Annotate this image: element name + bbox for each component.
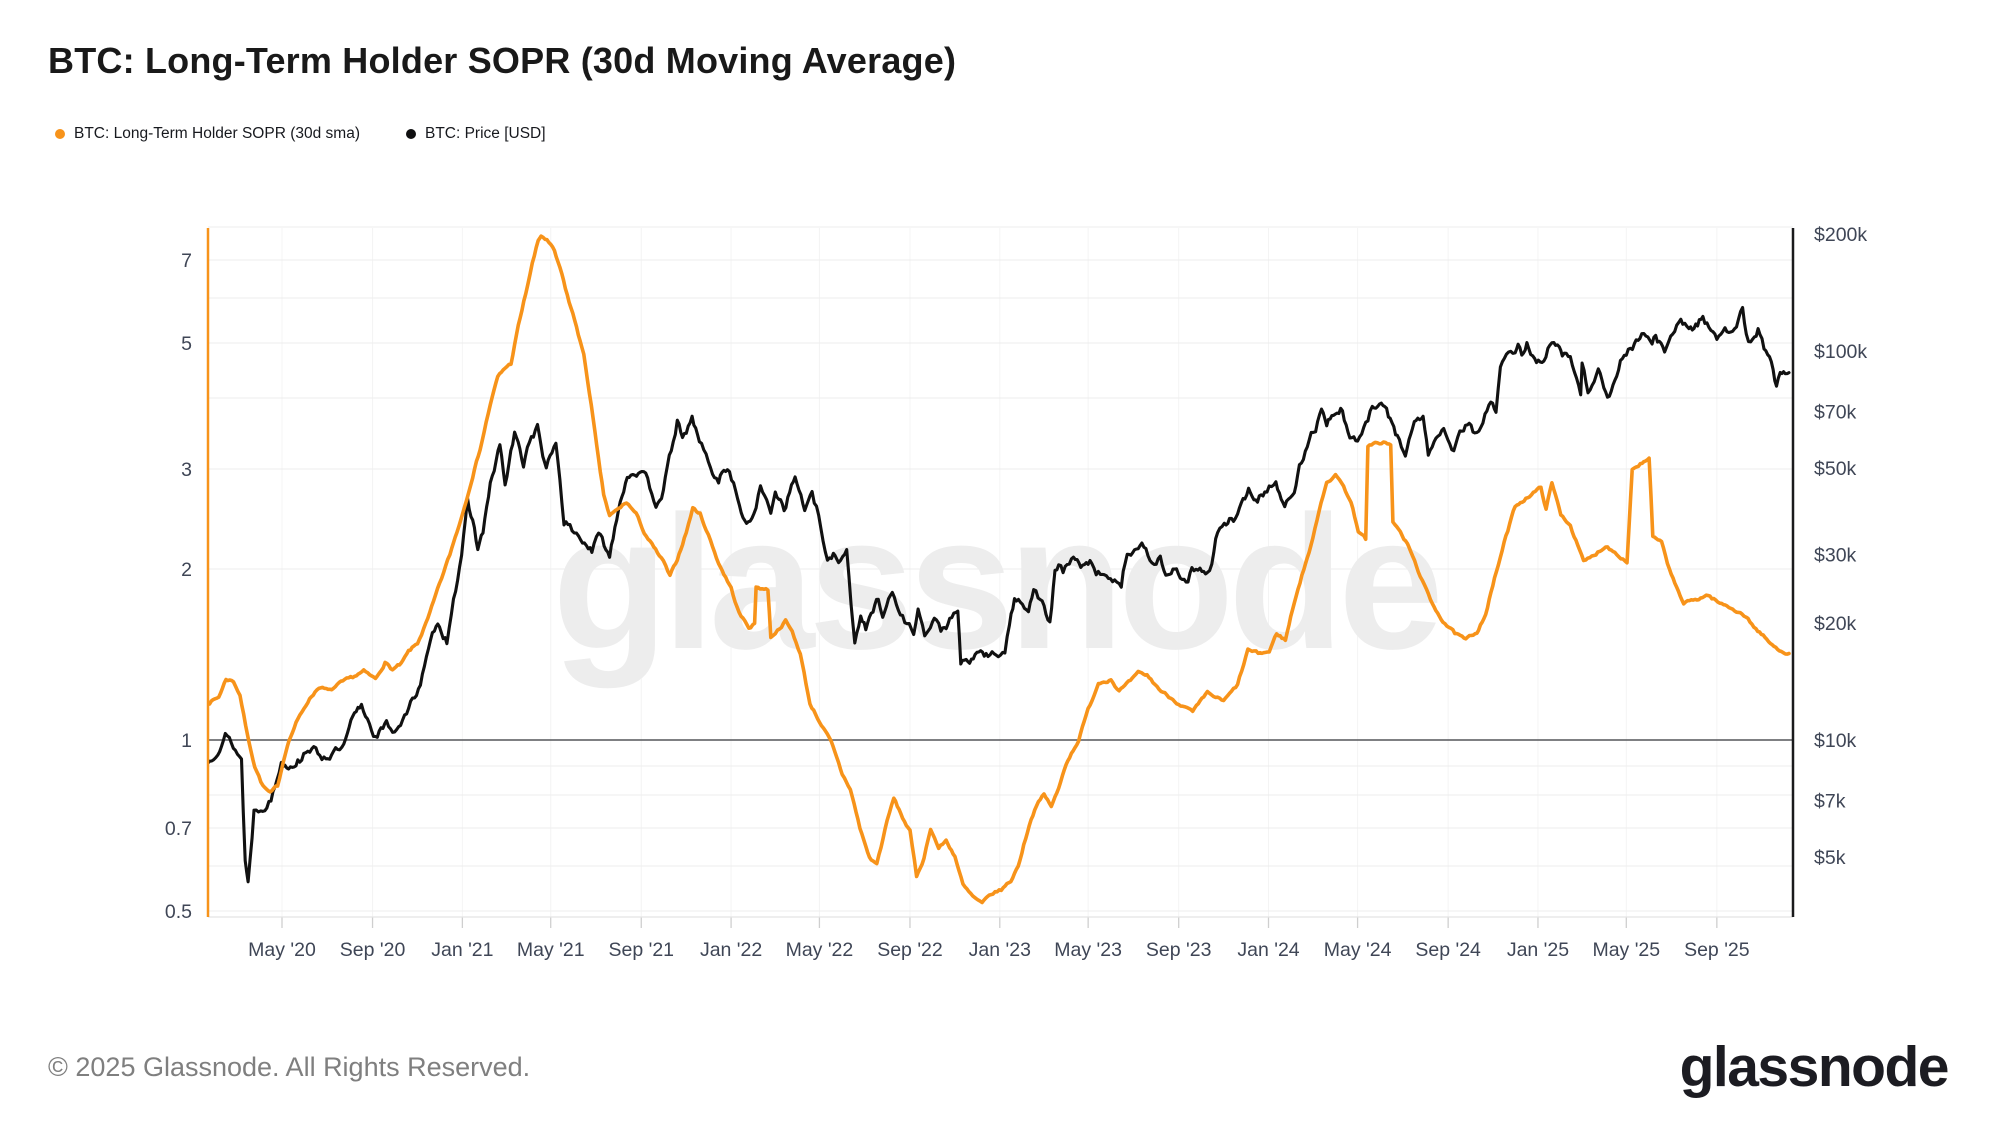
glassnode-watermark: glassnode: [552, 477, 1438, 689]
x-tick-label: May '21: [517, 939, 585, 961]
y-left-tick-label: 2: [181, 559, 192, 581]
y-right-tick-label: $100k: [1814, 341, 1867, 363]
y-left-tick-label: 5: [181, 333, 192, 355]
y-left-tick-label: 7: [181, 250, 192, 272]
legend-marker-price-icon: [405, 129, 416, 139]
glassnode-logo: glassnode: [1679, 1035, 1950, 1099]
y-left-tick-label: 3: [181, 459, 192, 481]
y-left-tick-label: 0.5: [165, 901, 192, 923]
x-tick-label: Sep '22: [877, 939, 943, 961]
y-right-tick-label: $30k: [1814, 544, 1857, 566]
x-tick-label: May '24: [1324, 939, 1392, 961]
x-tick-label: Sep '24: [1415, 939, 1481, 961]
x-tick-label: Sep '25: [1684, 939, 1750, 961]
legend-label-sopr: BTC: Long-Term Holder SOPR (30d sma): [74, 125, 360, 142]
x-tick-label: May '20: [248, 939, 316, 961]
x-tick-label: Sep '21: [609, 939, 675, 961]
y-right-tick-label: $200k: [1814, 224, 1867, 246]
y-right-tick-label: $70k: [1814, 401, 1857, 423]
legend-item-price[interactable]: BTC: Price [USD]: [405, 125, 546, 143]
x-tick-label: Jan '23: [969, 939, 1031, 961]
x-tick-label: Jan '24: [1237, 939, 1299, 961]
x-tick-label: May '25: [1592, 939, 1660, 961]
y-right-tick-label: $5k: [1814, 847, 1846, 869]
y-right-tick-label: $7k: [1814, 790, 1846, 812]
legend-marker-sopr-icon: [55, 129, 65, 139]
y-right-tick-label: $50k: [1814, 458, 1857, 480]
y-right-tick-label: $20k: [1814, 613, 1857, 635]
y-right-tick-label: $10k: [1814, 730, 1857, 752]
sopr-line[interactable]: [208, 234, 1791, 905]
x-tick-label: Sep '20: [340, 939, 406, 961]
legend-label-price: BTC: Price [USD]: [424, 125, 546, 142]
copyright-text: © 2025 Glassnode. All Rights Reserved.: [48, 1052, 531, 1082]
x-tick-label: Jan '22: [700, 939, 762, 961]
x-tick-label: Jan '21: [431, 939, 493, 961]
x-tick-label: Jan '25: [1507, 939, 1569, 961]
y-left-tick-label: 0.7: [165, 818, 192, 840]
x-tick-label: May '23: [1054, 939, 1122, 961]
legend: BTC: Long-Term Holder SOPR (30d sma) BTC…: [55, 125, 546, 143]
page-title: BTC: Long-Term Holder SOPR (30d Moving A…: [48, 40, 957, 81]
x-tick-label: Sep '23: [1146, 939, 1212, 961]
y-left-tick-label: 1: [181, 730, 192, 752]
x-tick-label: May '22: [786, 939, 854, 961]
price-line[interactable]: [208, 305, 1791, 884]
legend-item-sopr[interactable]: BTC: Long-Term Holder SOPR (30d sma): [55, 125, 360, 143]
